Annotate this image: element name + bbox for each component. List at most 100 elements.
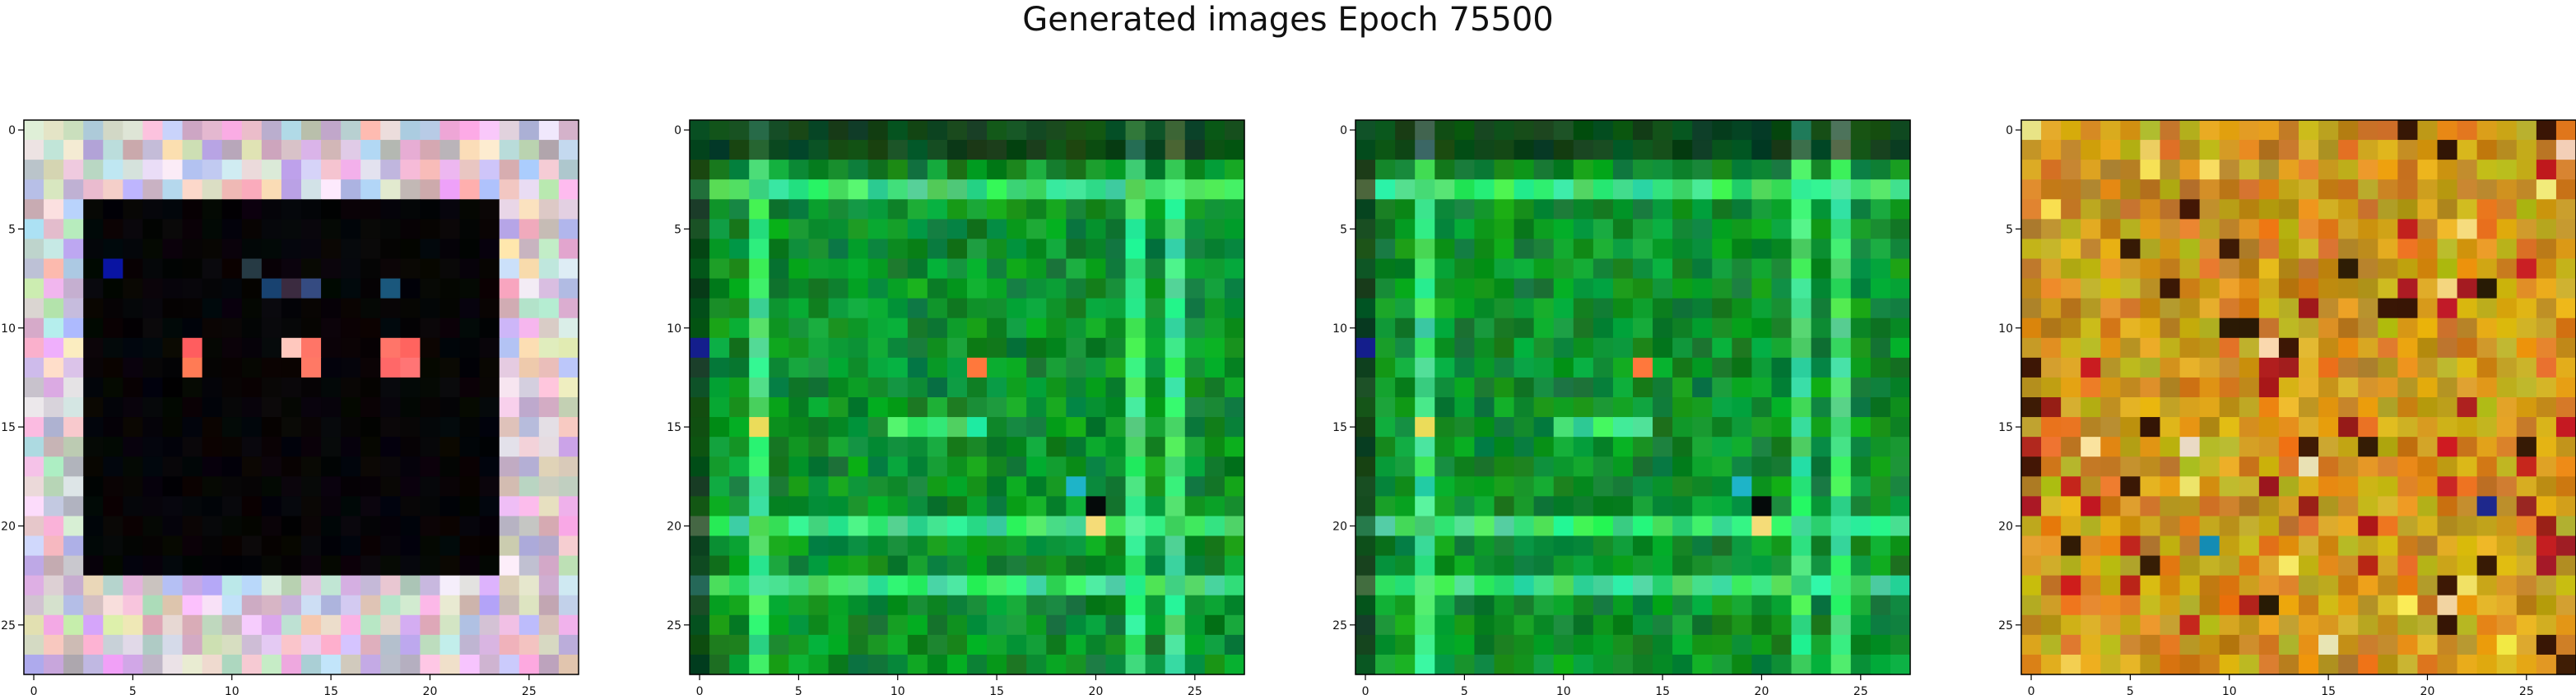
pixel: [1514, 634, 1535, 656]
pixel: [1712, 397, 1732, 418]
pixel: [690, 120, 710, 141]
pixel: [1811, 140, 1832, 160]
pixel: [709, 437, 730, 457]
pixel: [2140, 397, 2161, 418]
pixel: [1474, 437, 1495, 457]
pixel: [360, 575, 381, 596]
pixel: [24, 120, 44, 141]
pixel: [2378, 160, 2398, 180]
pixel: [887, 219, 909, 240]
pixel: [1890, 278, 1911, 299]
pixel: [24, 417, 44, 438]
pixel: [907, 575, 928, 596]
pixel: [1612, 239, 1634, 260]
pixel: [2120, 496, 2141, 517]
pixel: [1791, 654, 1812, 675]
pixel: [1086, 377, 1107, 398]
pixel: [1692, 140, 1713, 160]
pixel: [1811, 199, 1832, 220]
pixel: [1026, 417, 1047, 438]
pixel: [1850, 614, 1872, 636]
pixel: [1395, 239, 1416, 260]
pixel: [301, 437, 322, 457]
pixel: [709, 496, 730, 517]
y-tick-label: 15: [667, 421, 681, 434]
pixel: [1612, 437, 1634, 457]
pixel: [1454, 317, 1476, 339]
pixel: [1184, 634, 1206, 656]
pixel: [2120, 219, 2141, 240]
pixel: [1553, 496, 1574, 517]
pixel: [63, 456, 84, 477]
pixel: [2417, 397, 2439, 418]
pixel: [1672, 555, 1693, 577]
pixel: [946, 456, 968, 477]
pixel: [2278, 120, 2299, 141]
pixel: [2457, 417, 2478, 438]
pixel: [1553, 317, 1574, 339]
pixel: [261, 456, 282, 477]
pixel: [261, 614, 282, 636]
pixel: [123, 239, 144, 260]
pixel: [690, 278, 710, 299]
pixel: [1086, 258, 1107, 280]
pixel: [1224, 397, 1245, 418]
pixel: [1672, 357, 1693, 378]
pixel: [1204, 377, 1225, 398]
pixel: [123, 535, 144, 557]
pixel: [2239, 179, 2260, 200]
pixel: [1593, 179, 1614, 200]
pixel: [2258, 239, 2280, 260]
pixel: [281, 377, 302, 398]
pixel: [887, 199, 909, 220]
pixel: [2258, 575, 2280, 596]
pixel: [44, 456, 64, 477]
pixel: [1046, 535, 1067, 557]
pixel: [24, 516, 44, 537]
pixel: [321, 614, 342, 636]
pixel: [1105, 496, 1127, 517]
panel-3-frame: [1355, 119, 1911, 675]
pixel: [867, 476, 889, 497]
pixel: [927, 634, 948, 656]
pixel: [1066, 555, 1087, 577]
pixel: [1712, 258, 1732, 280]
pixel: [1046, 377, 1067, 398]
pixel: [439, 516, 461, 537]
pixel: [420, 219, 441, 240]
pixel: [2179, 456, 2201, 477]
pixel: [2239, 397, 2260, 418]
pixel: [1732, 377, 1753, 398]
pixel: [162, 437, 184, 457]
pixel: [1890, 337, 1911, 359]
pixel: [1415, 120, 1435, 141]
pixel: [2378, 179, 2398, 200]
pixel: [2437, 298, 2458, 319]
pixel: [1204, 476, 1225, 497]
pixel: [2258, 614, 2280, 636]
pixel: [1395, 437, 1416, 457]
pixel: [1494, 595, 1515, 616]
pixel: [1375, 575, 1396, 596]
pixel: [162, 575, 184, 596]
pixel: [2278, 535, 2299, 557]
pixel: [2160, 179, 2181, 200]
pixel: [103, 634, 123, 656]
pixel: [1086, 179, 1107, 200]
pixel: [2021, 456, 2042, 477]
pixel: [2437, 456, 2458, 477]
pixel: [887, 317, 909, 339]
pixel: [380, 496, 401, 517]
pixel: [1395, 555, 1416, 577]
pixel: [1145, 437, 1166, 457]
pixel: [2457, 437, 2478, 457]
pixel: [2397, 516, 2419, 537]
pixel: [709, 239, 730, 260]
pixel: [987, 120, 1007, 141]
pixel: [1395, 595, 1416, 616]
pixel: [1830, 555, 1852, 577]
pixel: [2061, 298, 2081, 319]
pixel: [1573, 555, 1594, 577]
pixel: [1165, 120, 1186, 141]
pixel: [2100, 417, 2121, 438]
